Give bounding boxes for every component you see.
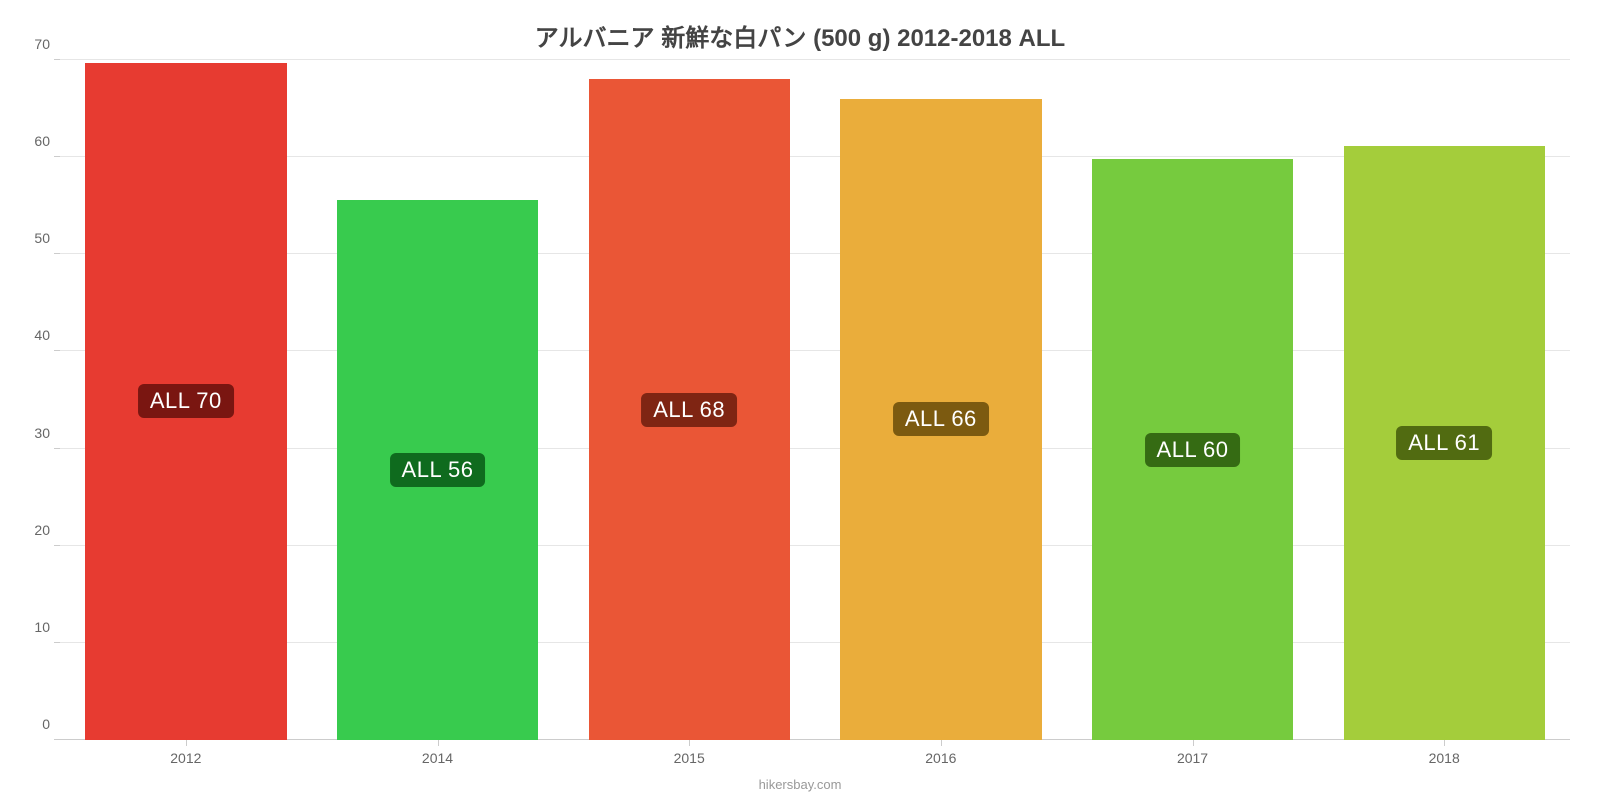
plot-area: 010203040506070 ALL 702012ALL 562014ALL … (60, 60, 1570, 740)
bar: ALL 60 (1092, 159, 1293, 740)
bar: ALL 66 (840, 99, 1041, 740)
x-tick-label: 2015 (674, 740, 705, 766)
chart-title: アルバニア 新鮮な白パン (500 g) 2012-2018 ALL (0, 18, 1600, 53)
bar-value-label: ALL 60 (1145, 433, 1241, 467)
bar-slot: ALL 612018 (1318, 60, 1570, 740)
y-tick-label: 10 (34, 619, 60, 635)
bar-value-label: ALL 66 (893, 402, 989, 436)
bar: ALL 68 (589, 79, 790, 740)
bar-value-label: ALL 70 (138, 384, 234, 418)
y-tick-label: 0 (42, 716, 60, 732)
bar-value-label: ALL 56 (390, 453, 486, 487)
chart-container: アルバニア 新鮮な白パン (500 g) 2012-2018 ALL 0 10 20… (0, 0, 1600, 800)
y-tick-label: 60 (34, 133, 60, 149)
x-tick-label: 2016 (925, 740, 956, 766)
x-tick-label: 2014 (422, 740, 453, 766)
bar-slot: ALL 682015 (563, 60, 815, 740)
bar-slot: ALL 702012 (60, 60, 312, 740)
bar-value-label: ALL 68 (641, 393, 737, 427)
y-tick-label: 20 (34, 522, 60, 538)
x-tick-label: 2012 (170, 740, 201, 766)
bar-slot: ALL 562014 (312, 60, 564, 740)
y-tick-label: 40 (34, 327, 60, 343)
bar: ALL 70 (85, 63, 286, 740)
y-tick-label: 30 (34, 425, 60, 441)
bar: ALL 61 (1344, 146, 1545, 740)
y-tick-label: 50 (34, 230, 60, 246)
attribution: hikersbay.com (0, 777, 1600, 792)
bars-group: ALL 702012ALL 562014ALL 682015ALL 662016… (60, 60, 1570, 740)
bar-value-label: ALL 61 (1396, 426, 1492, 460)
x-tick-label: 2018 (1429, 740, 1460, 766)
y-tick-label: 70 (34, 36, 60, 52)
bar-slot: ALL 662016 (815, 60, 1067, 740)
bar: ALL 56 (337, 200, 538, 740)
x-tick-label: 2017 (1177, 740, 1208, 766)
bar-slot: ALL 602017 (1067, 60, 1319, 740)
